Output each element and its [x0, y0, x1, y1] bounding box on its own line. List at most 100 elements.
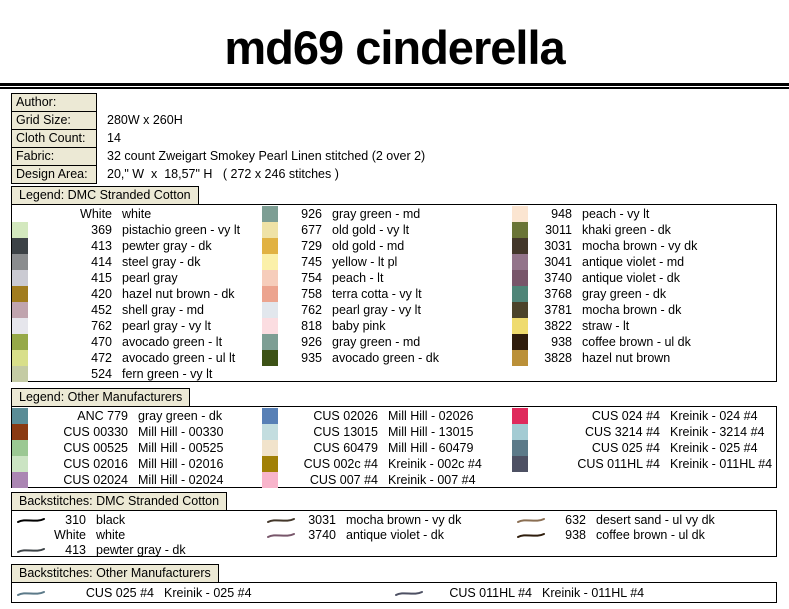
thread-code: 818 [301, 319, 322, 333]
thread-name: pistachio green - vy lt [122, 223, 241, 237]
thread-code: 677 [301, 223, 322, 237]
legend-row: CUS 60479 Mill Hill - 60479 [262, 440, 512, 456]
color-swatch [262, 472, 278, 488]
thread-code: 3011 [545, 223, 572, 237]
color-swatch [512, 424, 528, 440]
thread-code: 3768 [544, 287, 572, 301]
section-header: Backstitches: DMC Stranded Cotton [11, 492, 228, 511]
legend-row: 818 baby pink [262, 318, 512, 334]
color-swatch [512, 318, 528, 334]
thread-code: 3740 [544, 271, 572, 285]
thread-code: 414 [91, 255, 112, 269]
legend-row: 524 fern green - vy lt [12, 366, 262, 382]
thread-name: hazel nut brown - dk [122, 287, 235, 301]
legend-column: 948 peach - vy lt 3011 khaki green - dk 3031… [512, 206, 776, 381]
meta-row: Design Area: 20," W x 18,57" H ( 272 x 24… [11, 165, 425, 184]
thread-code: ANC 779 [77, 409, 128, 423]
color-swatch [262, 440, 278, 456]
thread-name: Kreinik - 3214 #4 [670, 425, 765, 439]
color-swatch [512, 206, 528, 222]
meta-row: Author: [11, 93, 425, 112]
color-swatch [262, 456, 278, 472]
legend-row: CUS 13015 Mill Hill - 13015 [262, 424, 512, 440]
legend-row: CUS 3214 #4 Kreinik - 3214 #4 [512, 424, 776, 440]
legend-row: 926 gray green - md [262, 334, 512, 350]
thread-name: avocado green - ul lt [122, 351, 236, 365]
meta-row: Cloth Count: 14 [11, 129, 425, 148]
legend-row: 3828 hazel nut brown [512, 350, 776, 366]
legend-row: CUS 00330 Mill Hill - 00330 [12, 424, 262, 440]
thread-name: old gold - vy lt [332, 223, 410, 237]
thread-name: gray green - md [332, 335, 421, 349]
thread-name: terra cotta - vy lt [332, 287, 422, 301]
color-swatch [262, 408, 278, 424]
thread-code: 762 [91, 319, 112, 333]
section-body: CUS 025 #4 Kreinik - 025 #4 CUS 011HL #4 Kr… [11, 582, 777, 603]
thread-name: Kreinik - 025 #4 [670, 441, 758, 455]
color-swatch [12, 238, 28, 254]
thread-name: pearl gray - vy lt [332, 303, 421, 317]
backstitch-line-icon [267, 532, 295, 538]
thread-code: CUS 02024 [63, 473, 128, 487]
legend-row: 729 old gold - md [262, 238, 512, 254]
thread-code: 3781 [544, 303, 572, 317]
thread-name: Kreinik - 002c #4 [388, 457, 482, 471]
color-swatch [262, 270, 278, 286]
backstitch-line-icon [267, 517, 295, 523]
legend-row: 935 avocado green - dk [262, 350, 512, 366]
color-swatch [12, 334, 28, 350]
thread-name: Kreinik - 011HL #4 [542, 586, 645, 600]
thread-code: 470 [91, 335, 112, 349]
color-swatch [12, 206, 28, 222]
color-swatch [12, 350, 28, 366]
thread-code: 420 [91, 287, 112, 301]
thread-code: 754 [301, 271, 322, 285]
meta-row: Fabric: 32 count Zweigart Smokey Pearl Li… [11, 147, 426, 166]
color-swatch [12, 440, 28, 456]
thread-code: 452 [91, 303, 112, 317]
color-swatch [262, 286, 278, 302]
color-swatch [12, 286, 28, 302]
color-swatch [512, 286, 528, 302]
thread-code: CUS 025 #4 [591, 441, 660, 455]
thread-name: Kreinik - 025 #4 [164, 586, 252, 600]
color-swatch [12, 302, 28, 318]
thread-code: 632 [565, 512, 586, 527]
thread-code: CUS 00330 [63, 425, 128, 439]
thread-code: CUS 024 #4 [591, 409, 660, 423]
color-swatch [512, 270, 528, 286]
backstitch-row: 413 pewter gray - dk [12, 542, 262, 557]
thread-name: avocado green - dk [332, 351, 440, 365]
thread-name: avocado green - lt [122, 335, 223, 349]
legend-row: 754 peach - lt [262, 270, 512, 286]
meta-value: 32 count Zweigart Smokey Pearl Linen sti… [107, 149, 426, 163]
legend-column: CUS 02026 Mill Hill - 02026 CUS 13015 Mill … [262, 408, 512, 488]
legend-row: 677 old gold - vy lt [262, 222, 512, 238]
backstitch-row: CUS 011HL #4 Kreinik - 011HL #4 [390, 584, 776, 602]
meta-row: Grid Size: 280W x 260H [11, 111, 425, 130]
thread-code: 310 [65, 512, 86, 527]
color-swatch [262, 222, 278, 238]
thread-code: 935 [301, 351, 322, 365]
thread-name: mocha brown - vy dk [582, 239, 698, 253]
legend-row: 369 pistachio green - vy lt [12, 222, 262, 238]
backstitch-row: White white [12, 527, 262, 542]
legend-row: CUS 007 #4 Kreinik - 007 #4 [262, 472, 512, 488]
thread-name: desert sand - ul vy dk [596, 512, 715, 527]
legend-row: 3822 straw - lt [512, 318, 776, 334]
thread-code: CUS 60479 [313, 441, 378, 455]
thread-name: hazel nut brown [582, 351, 671, 365]
legend-column: 632 desert sand - ul vy dk 938 coffee brown… [512, 512, 776, 556]
meta-label: Fabric: [11, 147, 97, 166]
color-swatch [262, 350, 278, 366]
legend-row: CUS 02026 Mill Hill - 02026 [262, 408, 512, 424]
thread-code: 3031 [308, 512, 336, 527]
color-swatch [12, 222, 28, 238]
backstitch-line-icon [517, 517, 545, 523]
legend-row: 938 coffee brown - ul dk [512, 334, 776, 350]
legend-column: 926 gray green - md 677 old gold - vy lt 729… [262, 206, 512, 381]
thread-code: 472 [91, 351, 112, 365]
backstitch-line-icon [517, 532, 545, 538]
meta-label: Author: [11, 93, 97, 112]
thread-code: 524 [91, 367, 112, 381]
